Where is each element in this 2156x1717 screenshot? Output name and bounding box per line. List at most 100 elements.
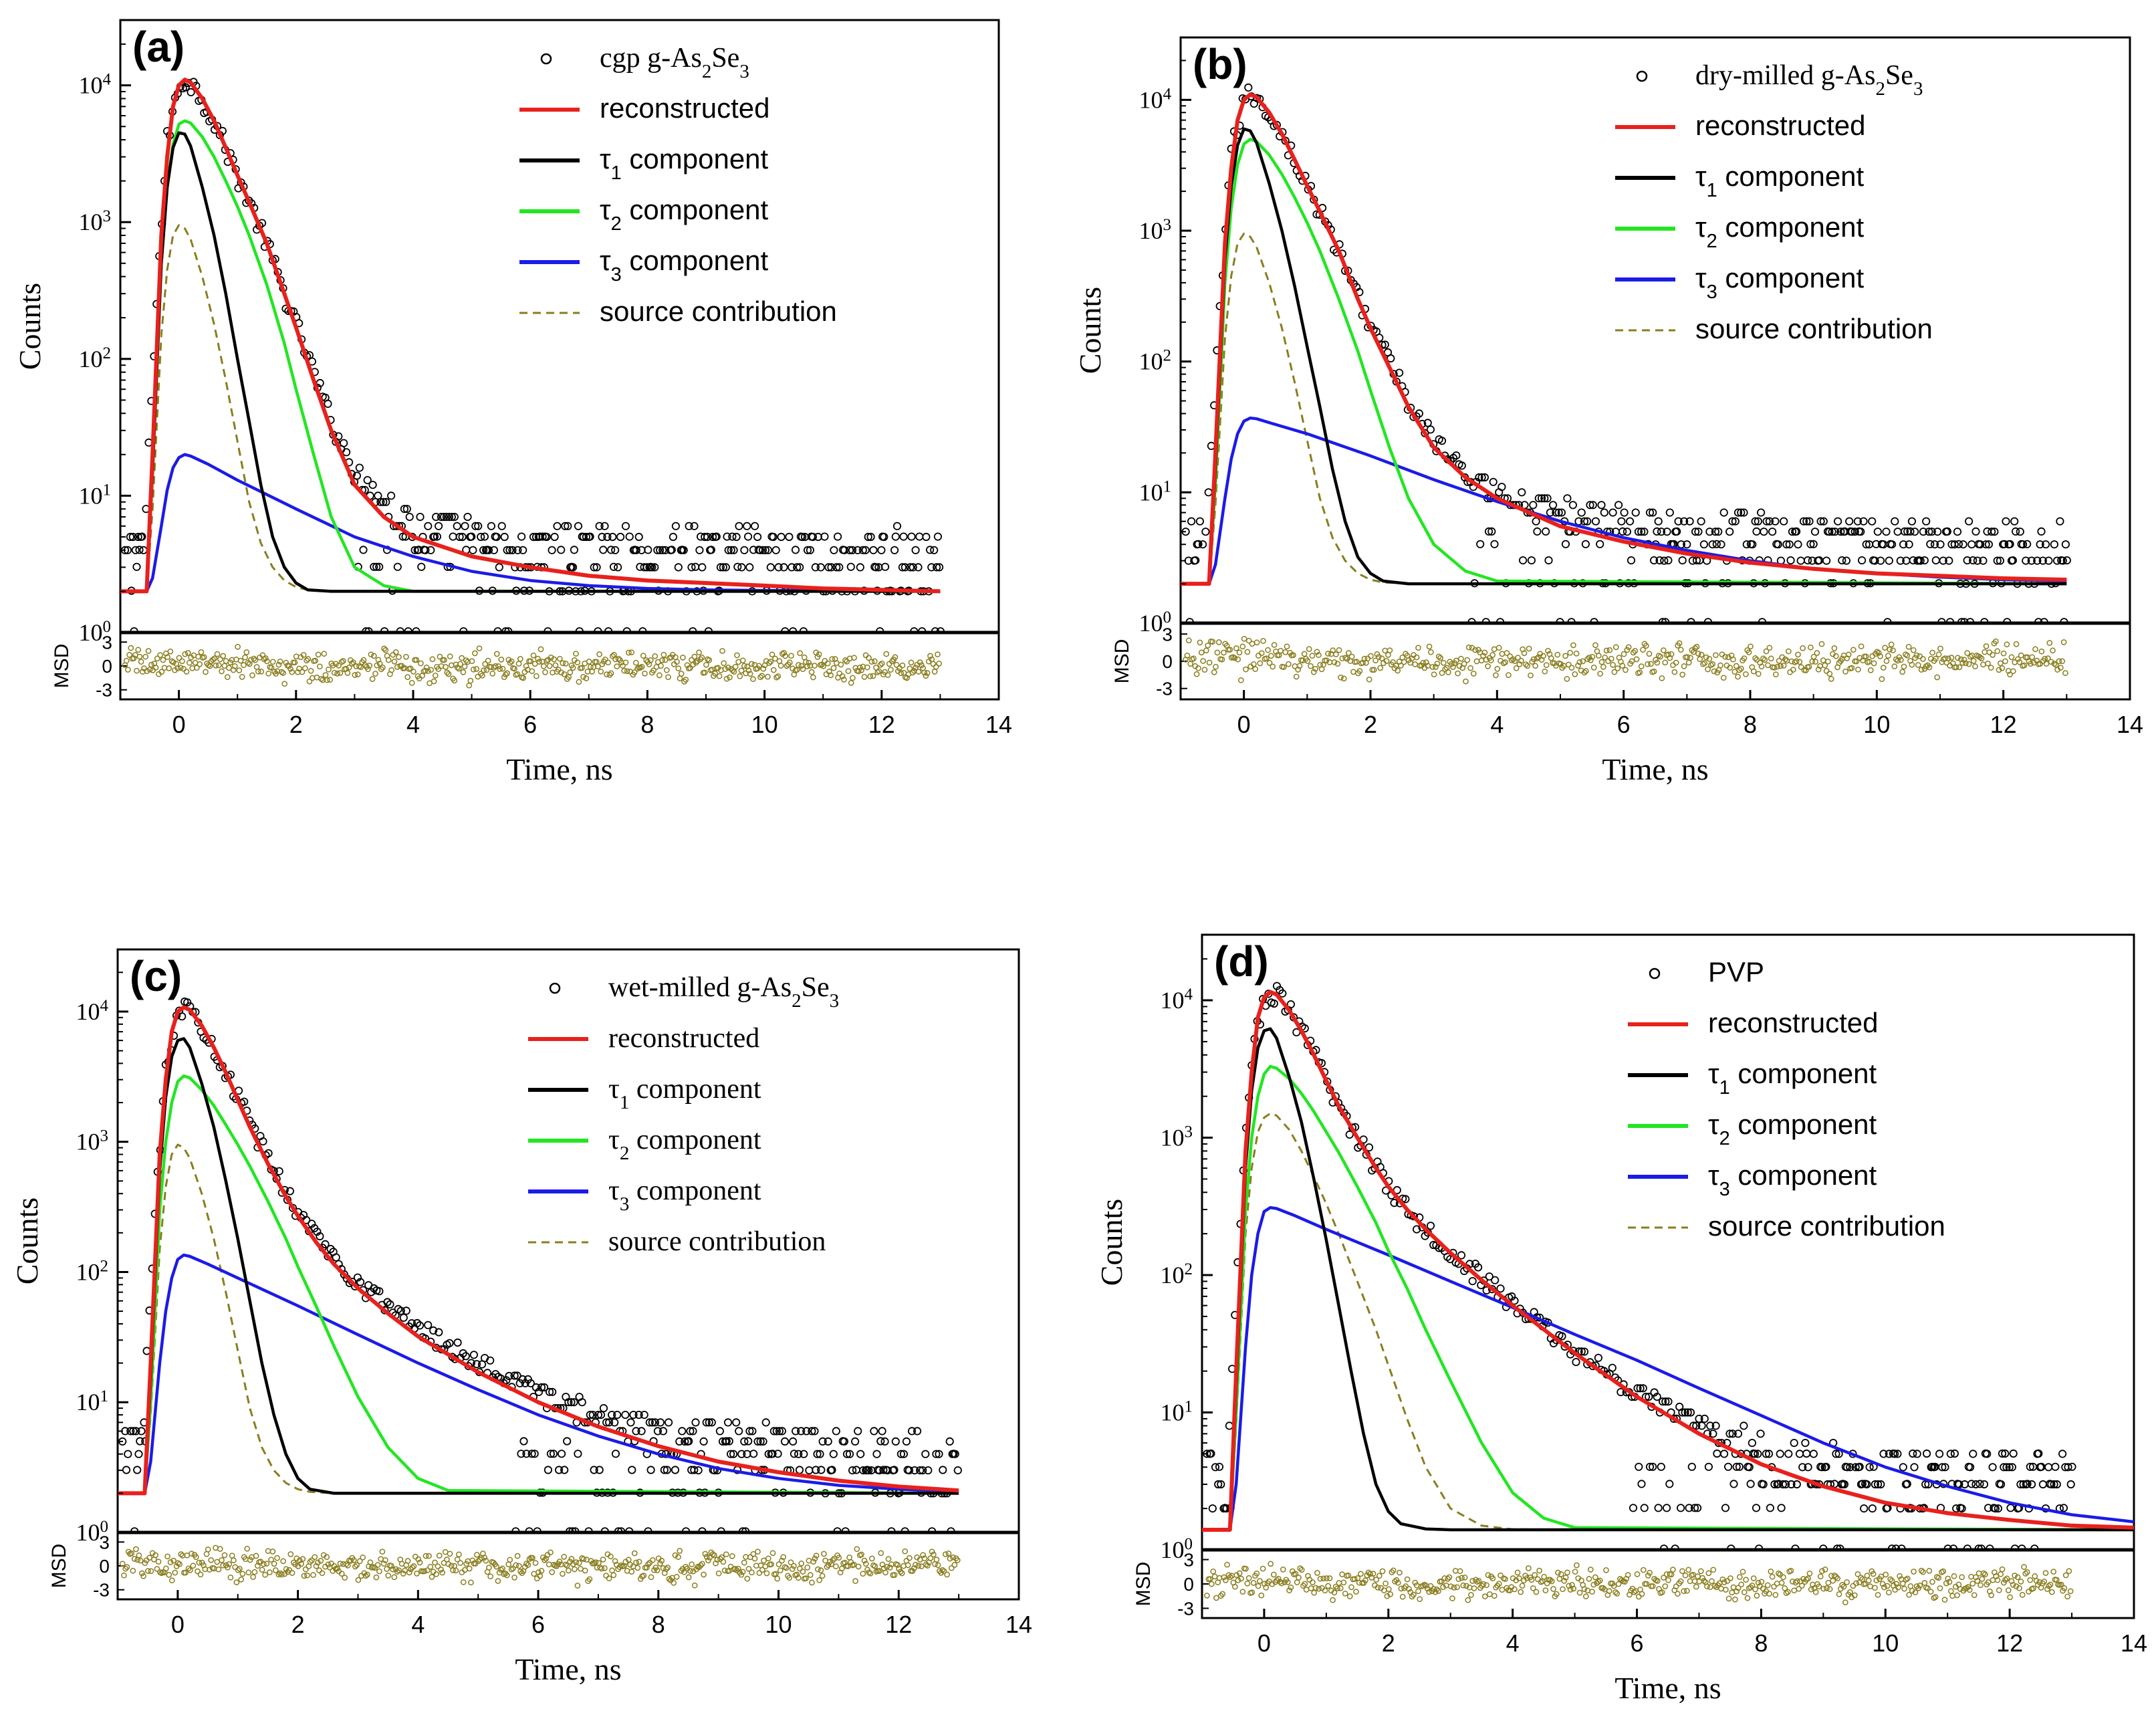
data-point xyxy=(1390,1199,1399,1208)
residual-point xyxy=(324,677,330,683)
residual-point xyxy=(878,1550,884,1557)
residual-point xyxy=(748,661,755,667)
residual-point xyxy=(312,657,319,664)
data-point xyxy=(1645,508,1655,517)
residual-point xyxy=(201,654,207,661)
data-point xyxy=(435,1328,443,1337)
residual-point xyxy=(1494,666,1501,672)
residual-point xyxy=(1988,665,1994,671)
residual-point xyxy=(1910,647,1917,653)
legend-entry: τ1 component xyxy=(1695,160,1865,201)
data-point xyxy=(1858,556,1867,565)
data-point xyxy=(404,627,412,633)
residual-point xyxy=(797,650,803,657)
residual-point xyxy=(1253,639,1260,646)
data-point xyxy=(846,562,855,571)
residual-point xyxy=(602,657,608,663)
data-point xyxy=(1960,618,1969,623)
data-point xyxy=(599,1404,608,1413)
residual-point xyxy=(703,661,709,668)
data-point xyxy=(813,1450,822,1458)
data-point xyxy=(604,1418,614,1427)
data-point xyxy=(1740,1421,1748,1430)
data-point xyxy=(430,532,439,541)
residual-point xyxy=(380,1561,387,1567)
data-point xyxy=(513,546,522,554)
residual-point xyxy=(190,1563,197,1569)
data-point xyxy=(1910,1463,1919,1472)
residual-point xyxy=(1795,651,1801,658)
data-point xyxy=(393,562,402,571)
data-point xyxy=(1762,517,1771,526)
residual-point xyxy=(678,671,685,677)
data-point xyxy=(1863,1480,1871,1489)
legend-entry: τ1 component xyxy=(600,143,769,184)
data-point xyxy=(913,1427,922,1436)
residual-point xyxy=(350,659,356,666)
residual-point xyxy=(211,655,217,662)
residual-point xyxy=(885,1556,892,1563)
residual-point xyxy=(178,1551,185,1557)
residual-point xyxy=(385,657,392,663)
residual-point xyxy=(882,669,888,675)
residual-point xyxy=(176,1561,183,1567)
residual-point xyxy=(525,1562,531,1568)
data-point xyxy=(549,1450,558,1458)
data-point xyxy=(1194,540,1203,548)
legend-entry: τ2 component xyxy=(600,194,769,235)
legend-entry: source contribution xyxy=(1708,1210,1945,1242)
residual-point xyxy=(871,658,878,665)
residual-point xyxy=(1573,651,1580,657)
residual-point xyxy=(1506,672,1512,679)
residual-point xyxy=(1608,655,1614,662)
data-point xyxy=(935,563,944,572)
residual-point xyxy=(741,1559,747,1566)
data-point xyxy=(1645,1393,1653,1401)
x-tick-label: 0 xyxy=(1237,711,1251,738)
legend-entry: τ3 component xyxy=(600,245,769,285)
residual-point xyxy=(268,665,275,671)
data-point xyxy=(1699,540,1708,549)
data-point xyxy=(1496,1284,1505,1293)
residual-point xyxy=(130,655,137,661)
data-point xyxy=(1700,1414,1709,1423)
residual-point xyxy=(1633,656,1640,663)
data-point xyxy=(568,563,578,572)
data-point xyxy=(1214,1480,1223,1489)
residual-point xyxy=(336,663,342,669)
residual-point xyxy=(187,659,193,666)
data-point xyxy=(132,562,141,571)
data-point xyxy=(910,627,919,633)
residual-point xyxy=(423,1553,429,1559)
residual-point xyxy=(238,1577,245,1583)
residual-point xyxy=(882,1569,888,1576)
data-point xyxy=(2047,1480,2056,1489)
data-point xyxy=(663,1466,671,1474)
residual-point xyxy=(1808,644,1814,651)
residual-point xyxy=(475,1558,481,1565)
residual-point xyxy=(1705,666,1711,673)
residual-point xyxy=(592,1559,599,1565)
residual-point xyxy=(1589,653,1596,660)
data-point xyxy=(1586,501,1594,509)
residual-point xyxy=(1472,647,1479,653)
data-point xyxy=(375,562,384,571)
residual-point xyxy=(355,1577,362,1583)
residual-point xyxy=(319,1570,326,1577)
data-point xyxy=(1185,618,1194,623)
data-point xyxy=(1649,1462,1657,1471)
residual-point xyxy=(927,653,933,659)
data-point xyxy=(1926,540,1935,548)
data-point xyxy=(1546,508,1554,517)
residual-point xyxy=(781,650,787,656)
residual-point xyxy=(354,1562,360,1569)
data-point xyxy=(1765,517,1774,526)
residual-point xyxy=(1493,672,1499,679)
residual-point xyxy=(1395,667,1401,674)
residual-point xyxy=(344,670,351,676)
residual-point xyxy=(1293,673,1300,680)
x-tick-label: 12 xyxy=(1990,711,2017,738)
residual-point xyxy=(1899,669,1906,675)
residual-point xyxy=(372,1565,378,1571)
residual-point xyxy=(1383,658,1390,665)
